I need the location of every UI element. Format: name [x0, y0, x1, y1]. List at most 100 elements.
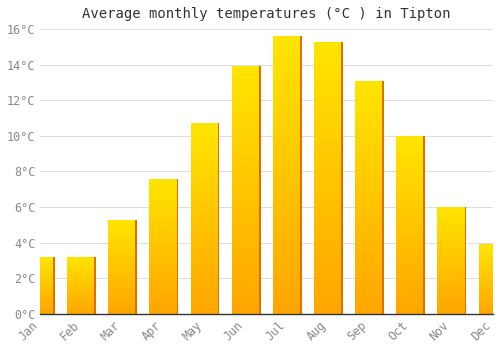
Bar: [67, 276, 96, 278]
Bar: [396, 271, 425, 275]
Bar: [273, 258, 302, 264]
Bar: [232, 170, 260, 175]
Bar: [108, 252, 137, 253]
Bar: [150, 303, 178, 306]
Bar: [355, 253, 384, 258]
Bar: [232, 126, 260, 131]
Bar: [273, 292, 302, 297]
Bar: [26, 300, 54, 301]
Bar: [355, 295, 384, 300]
Bar: [355, 178, 384, 183]
Bar: [190, 295, 220, 299]
Bar: [136, 219, 137, 314]
Bar: [478, 247, 500, 248]
Bar: [355, 300, 384, 304]
Bar: [190, 302, 220, 306]
Bar: [314, 287, 343, 292]
Bar: [273, 53, 302, 58]
Bar: [314, 248, 343, 254]
Bar: [108, 225, 137, 227]
Bar: [232, 136, 260, 141]
Bar: [438, 310, 466, 312]
Bar: [67, 268, 96, 270]
Bar: [396, 203, 425, 207]
Bar: [355, 272, 384, 276]
Bar: [273, 47, 302, 53]
Bar: [232, 131, 260, 136]
Bar: [314, 123, 343, 129]
Bar: [218, 124, 220, 314]
Bar: [150, 295, 178, 298]
Bar: [478, 284, 500, 285]
Bar: [273, 303, 302, 308]
Bar: [396, 303, 425, 307]
Bar: [355, 309, 384, 314]
Bar: [190, 181, 220, 184]
Bar: [300, 36, 302, 314]
Bar: [108, 242, 137, 244]
Bar: [150, 260, 178, 262]
Bar: [232, 299, 260, 304]
Bar: [26, 292, 54, 293]
Bar: [355, 118, 384, 122]
Bar: [355, 169, 384, 174]
Bar: [438, 211, 466, 214]
Bar: [273, 153, 302, 158]
Bar: [478, 294, 500, 296]
Bar: [67, 291, 96, 292]
Bar: [26, 267, 54, 268]
Bar: [232, 195, 260, 200]
Bar: [150, 257, 178, 260]
Bar: [108, 304, 137, 306]
Bar: [67, 259, 96, 260]
Bar: [314, 221, 343, 227]
Bar: [150, 203, 178, 206]
Bar: [355, 286, 384, 290]
Bar: [438, 226, 466, 229]
Bar: [232, 230, 260, 235]
Bar: [190, 260, 220, 264]
Bar: [396, 229, 425, 232]
Bar: [355, 225, 384, 230]
Bar: [190, 310, 220, 314]
Bar: [355, 281, 384, 286]
Bar: [396, 154, 425, 157]
Bar: [355, 193, 384, 197]
Bar: [150, 211, 178, 214]
Bar: [478, 310, 500, 311]
Bar: [478, 300, 500, 301]
Bar: [396, 243, 425, 246]
Bar: [314, 145, 343, 150]
Bar: [150, 214, 178, 217]
Bar: [232, 245, 260, 250]
Bar: [108, 299, 137, 301]
Bar: [438, 267, 466, 269]
Bar: [108, 227, 137, 229]
Bar: [438, 293, 466, 295]
Bar: [273, 192, 302, 197]
Bar: [438, 299, 466, 301]
Bar: [438, 252, 466, 254]
Bar: [26, 309, 54, 310]
Bar: [150, 189, 178, 192]
Bar: [314, 205, 343, 210]
Bar: [259, 66, 260, 314]
Bar: [67, 299, 96, 300]
Bar: [150, 187, 178, 189]
Bar: [67, 261, 96, 262]
Bar: [396, 307, 425, 310]
Bar: [108, 240, 137, 242]
Bar: [67, 312, 96, 313]
Bar: [355, 188, 384, 193]
Bar: [478, 293, 500, 294]
Bar: [273, 281, 302, 286]
Bar: [396, 257, 425, 260]
Bar: [438, 214, 466, 216]
Bar: [314, 270, 343, 276]
Bar: [190, 203, 220, 207]
Bar: [26, 304, 54, 305]
Bar: [108, 278, 137, 280]
Bar: [355, 132, 384, 136]
Bar: [478, 292, 500, 293]
Bar: [464, 207, 466, 314]
